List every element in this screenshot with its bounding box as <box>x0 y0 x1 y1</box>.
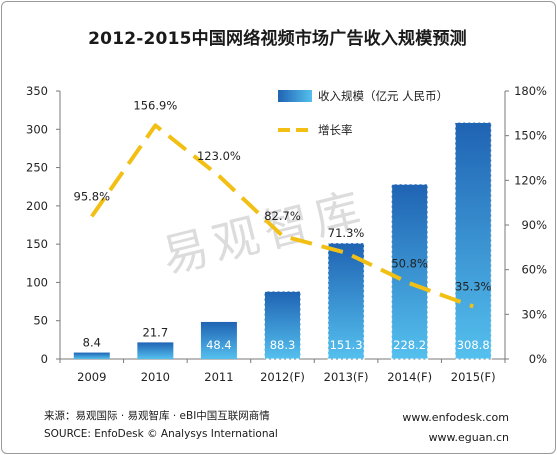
x-tick-label: 2015(F) <box>451 370 496 384</box>
left-tick-label: 200 <box>26 199 48 213</box>
legend-bar-label: 收入规模（亿元 人民币） <box>318 89 448 103</box>
bar-2009 <box>73 352 110 359</box>
x-tick-label: 2011 <box>204 370 233 384</box>
x-tick-label: 2009 <box>77 370 106 384</box>
chart-title: 2012-2015中国网络视频市场广告收入规模预测 <box>88 29 467 49</box>
bar-value-label: 151.3 <box>330 338 363 352</box>
source-note-en: SOURCE: EnfoDesk © Analysys Internationa… <box>44 428 278 440</box>
bar-value-label: 308.8 <box>457 338 490 352</box>
bar-2013(F) <box>327 242 365 360</box>
growth-value-label: 50.8% <box>391 256 428 270</box>
left-tick-label: 350 <box>26 84 48 98</box>
legend-line-label: 增长率 <box>318 123 353 137</box>
bar-2010 <box>137 342 174 359</box>
growth-value-label: 123.0% <box>197 149 241 163</box>
bar-2011 <box>200 321 237 359</box>
right-tick-label: 0% <box>529 352 547 366</box>
right-tick-label: 120% <box>514 173 547 187</box>
left-tick-label: 250 <box>26 161 48 175</box>
right-tick-label: 180% <box>514 84 547 98</box>
right-tick-label: 60% <box>521 263 547 277</box>
x-tick-label: 2012(F) <box>260 370 305 384</box>
growth-value-label: 35.3% <box>455 279 492 293</box>
website-eguan: www.eguan.cn <box>428 431 509 444</box>
bar-value-label: 228.2 <box>393 338 426 352</box>
bar-2015(F) <box>454 122 492 360</box>
source-note-cn: 来源：易观国际 · 易观智库 · eBI中国互联网商情 <box>44 410 270 422</box>
right-tick-label: 30% <box>521 307 547 321</box>
bar-value-label: 21.7 <box>143 325 169 339</box>
right-tick-label: 90% <box>521 218 547 232</box>
legend-bar-swatch <box>278 90 312 102</box>
growth-value-label: 95.8% <box>74 189 111 203</box>
bar-value-label: 88.3 <box>270 338 296 352</box>
bar-value-label: 8.4 <box>83 336 101 350</box>
left-tick-label: 50 <box>33 314 48 328</box>
x-tick-label: 2010 <box>141 370 170 384</box>
website-enfodesk: www.enfodesk.com <box>402 411 509 424</box>
growth-value-label: 71.3% <box>328 226 365 240</box>
growth-value-label: 156.9% <box>133 98 177 112</box>
left-tick-label: 300 <box>26 122 48 136</box>
x-tick-label: 2013(F) <box>324 370 369 384</box>
bar-2012(F) <box>264 290 301 360</box>
right-tick-label: 150% <box>514 129 547 143</box>
left-tick-label: 0 <box>41 352 48 366</box>
left-tick-label: 100 <box>26 275 48 289</box>
bar-value-label: 48.4 <box>206 338 232 352</box>
left-tick-label: 150 <box>26 237 48 251</box>
bar-2014(F) <box>391 183 429 360</box>
x-tick-label: 2014(F) <box>387 370 432 384</box>
growth-value-label: 82.7% <box>264 209 301 223</box>
